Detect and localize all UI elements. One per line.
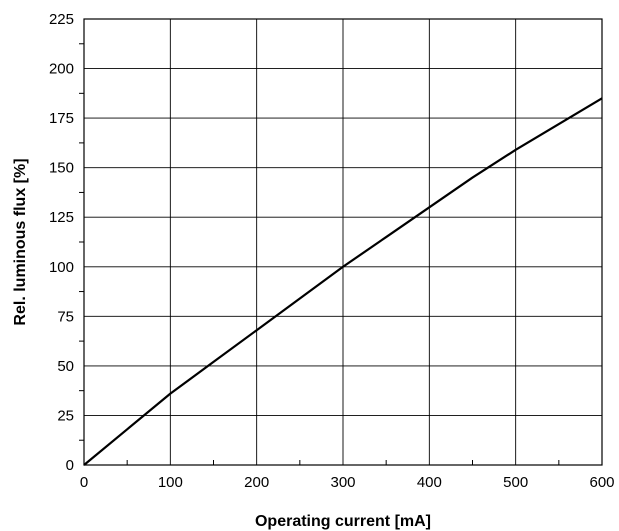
y-tick-label: 0 — [66, 457, 74, 474]
x-tick-label: 100 — [158, 474, 183, 491]
minor-ticks — [79, 43, 560, 465]
series-group — [83, 97, 603, 466]
plot-frame — [83, 18, 603, 466]
y-tick-label: 150 — [49, 160, 74, 177]
y-tick-label: 75 — [57, 308, 74, 325]
x-tick-label: 400 — [417, 474, 442, 491]
x-tick-label: 500 — [503, 474, 528, 491]
grid — [83, 18, 603, 466]
x-tick-label: 600 — [589, 474, 614, 491]
x-tick-label: 0 — [80, 474, 88, 491]
y-tick-label: 25 — [57, 407, 74, 424]
x-tick-label: 300 — [330, 474, 355, 491]
x-tick-label: 200 — [244, 474, 269, 491]
y-tick-label: 200 — [49, 61, 74, 78]
y-axis-label: Rel. luminous flux [%] — [12, 158, 29, 325]
y-tick-label: 125 — [49, 209, 74, 226]
y-tick-label: 175 — [49, 110, 74, 127]
y-tick-label: 50 — [57, 358, 74, 375]
y-tick-label: 225 — [49, 11, 74, 28]
x-axis-ticks: 0 100 200 300 400 500 600 — [80, 474, 615, 491]
y-tick-label: 100 — [49, 259, 74, 276]
y-axis-ticks: 0 25 50 75 100 125 150 175 200 225 — [49, 11, 74, 474]
series-line — [83, 97, 603, 466]
x-axis-label: Operating current [mA] — [255, 513, 431, 530]
